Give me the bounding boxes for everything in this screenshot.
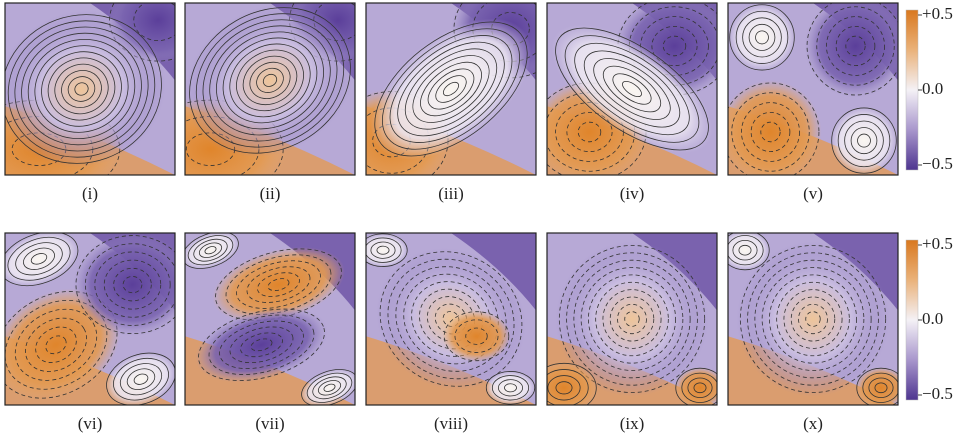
colorbar — [905, 239, 919, 401]
field-panel — [184, 232, 356, 406]
field-panel — [4, 232, 176, 406]
colorbar — [905, 9, 919, 171]
field-panel — [4, 2, 176, 176]
colorbar-tick-label: +0.5 — [922, 4, 953, 23]
panel-label: (ii) — [260, 184, 281, 203]
panel-label: (v) — [803, 184, 823, 203]
colorbar-tick-label: −0.5 — [922, 154, 953, 173]
panel-label: (ix) — [620, 414, 645, 433]
field-panel — [365, 232, 537, 406]
field-panel — [184, 2, 356, 176]
colorbar-tick-label: −0.5 — [922, 384, 953, 403]
panel-label: (i) — [82, 184, 98, 203]
field-panel — [727, 2, 899, 176]
field-panel — [727, 232, 899, 406]
field-panel — [546, 232, 718, 406]
panel-label: (vi) — [78, 414, 103, 433]
panel-label: (x) — [803, 414, 823, 433]
colorbar-tick-label: 0.0 — [922, 309, 943, 328]
colorbar-tick-label: 0.0 — [922, 79, 943, 98]
panel-label: (iii) — [438, 184, 464, 203]
panel-label: (viii) — [434, 414, 468, 433]
colorbar-tick-label: +0.5 — [922, 234, 953, 253]
panel-label: (vii) — [255, 414, 284, 433]
field-panel — [365, 2, 537, 176]
field-panel — [546, 2, 718, 176]
panel-label: (iv) — [620, 184, 645, 203]
